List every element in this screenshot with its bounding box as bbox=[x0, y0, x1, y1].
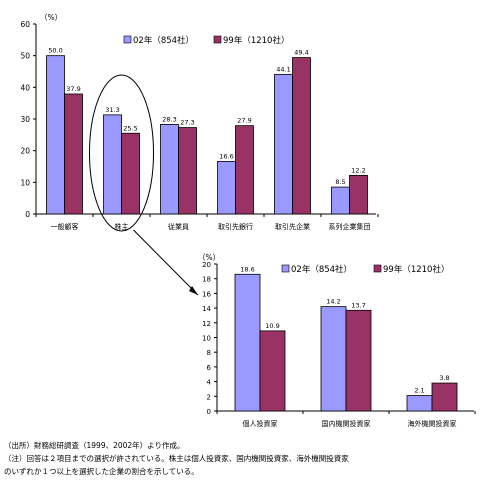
data-label: 16.6 bbox=[219, 152, 233, 160]
bar bbox=[178, 127, 197, 215]
y-tick-label: 18 bbox=[202, 276, 211, 284]
category-label: 従業員 bbox=[168, 222, 189, 231]
category-label: 株主 bbox=[115, 222, 129, 231]
highlight-ellipse bbox=[89, 74, 154, 232]
bar bbox=[160, 123, 179, 215]
category-label: 取引先銀行 bbox=[218, 222, 253, 231]
bar bbox=[345, 309, 372, 412]
bar bbox=[431, 382, 458, 412]
bar bbox=[320, 306, 347, 412]
y-tick-label: 6 bbox=[207, 364, 212, 372]
data-label: 10.9 bbox=[265, 322, 279, 330]
chart-shareholder-breakdown: 0 2 4 6 8 10 12 14 16 18 20（%） 18.6 10.9 個人投資家 14.2 13.… bbox=[198, 253, 476, 428]
data-label: 31.3 bbox=[105, 106, 119, 114]
y-tick-label: 2 bbox=[207, 393, 211, 401]
bar bbox=[234, 273, 261, 412]
data-label: 27.9 bbox=[237, 117, 251, 125]
y-tick-label: 30 bbox=[20, 115, 30, 124]
category-label: 一般顧客 bbox=[51, 222, 79, 231]
legend-swatch bbox=[123, 35, 132, 44]
data-label: 28.3 bbox=[162, 115, 176, 123]
chart-stakeholders: 0 10 20 30 40 50 60 （%） 50.0 37.9 一般顧客 31.3 25.5 株主 28… bbox=[20, 13, 379, 296]
data-label: 18.6 bbox=[240, 265, 254, 273]
y-tick-label: 10 bbox=[20, 178, 30, 187]
legend-label: 02年（854社） bbox=[133, 35, 194, 46]
bar bbox=[235, 125, 254, 215]
unit-label: （%） bbox=[40, 13, 62, 22]
category-label: 系列企業集団 bbox=[329, 222, 371, 231]
bar bbox=[274, 73, 293, 215]
data-label: 44.1 bbox=[276, 65, 290, 73]
legend-label: 99年（1210社） bbox=[223, 35, 289, 46]
source-note: （出所）財務総研調査（1999、2002年）より作成。 bbox=[4, 441, 185, 450]
data-label: 50.0 bbox=[48, 47, 62, 55]
data-label: 27.3 bbox=[180, 119, 194, 127]
data-label: 3.8 bbox=[439, 374, 449, 382]
y-tick-label: 16 bbox=[202, 290, 211, 298]
bar bbox=[292, 57, 311, 215]
category-label: 海外機関投資家 bbox=[408, 419, 457, 428]
data-label: 25.5 bbox=[123, 124, 137, 132]
legend-swatch bbox=[281, 264, 290, 273]
footnote-line-2: のいずれか１つ以上を選択した企業の割合を示している。 bbox=[4, 467, 199, 476]
y-tick-label: 4 bbox=[207, 379, 212, 387]
bar bbox=[406, 395, 433, 412]
y-tick-label: 40 bbox=[20, 83, 30, 92]
y-tick-label: 12 bbox=[202, 320, 211, 328]
data-label: 49.4 bbox=[294, 49, 308, 57]
bar bbox=[349, 174, 368, 215]
data-label: 2.1 bbox=[414, 387, 424, 395]
bar bbox=[331, 186, 350, 215]
data-label: 37.9 bbox=[66, 85, 80, 93]
legend-label: 02年（854社） bbox=[291, 264, 352, 275]
y-tick-label: 10 bbox=[202, 335, 211, 343]
data-label: 13.7 bbox=[351, 301, 365, 309]
bar bbox=[121, 132, 140, 215]
y-tick-label: 8 bbox=[207, 349, 211, 357]
bar bbox=[46, 55, 65, 215]
unit-label: （%） bbox=[198, 253, 220, 262]
legend-swatch bbox=[373, 264, 382, 273]
y-tick-label: 14 bbox=[202, 305, 211, 313]
data-label: 8.5 bbox=[335, 178, 345, 186]
data-label: 12.2 bbox=[351, 166, 365, 174]
y-tick-label: 0 bbox=[207, 408, 211, 416]
bar bbox=[259, 330, 286, 412]
bar bbox=[64, 93, 83, 215]
footnote-line-1: （注）回答は２項目までの選択が許されている。株主は個人投資家、国内機関投資家、海… bbox=[4, 454, 349, 463]
data-label: 14.2 bbox=[326, 298, 340, 306]
connector-arrow-line bbox=[133, 229, 199, 296]
y-tick-label: 0 bbox=[25, 210, 30, 219]
y-tick-label: 50 bbox=[20, 52, 30, 61]
legend-label: 99年（1210社） bbox=[383, 264, 449, 275]
y-tick-label: 60 bbox=[20, 20, 30, 29]
y-tick-label: 20 bbox=[20, 147, 30, 156]
legend-swatch bbox=[213, 35, 222, 44]
category-label: 取引先企業 bbox=[275, 222, 310, 231]
bar bbox=[103, 114, 122, 215]
bar bbox=[217, 161, 236, 215]
connector-arrow-head bbox=[189, 286, 198, 295]
category-label: 個人投資家 bbox=[243, 419, 278, 428]
y-tick-label: 20 bbox=[202, 261, 211, 269]
category-label: 国内機関投資家 bbox=[322, 419, 371, 428]
